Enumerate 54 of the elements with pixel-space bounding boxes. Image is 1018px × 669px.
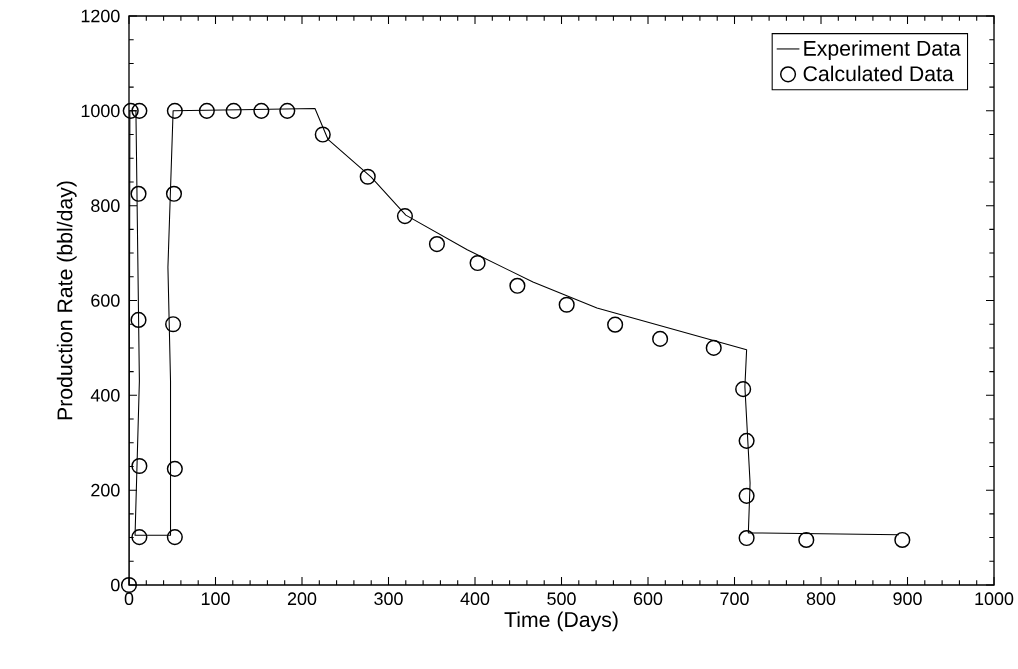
point	[122, 102, 139, 119]
x-tick-label: 600	[633, 592, 663, 606]
x-tick-label: 200	[287, 592, 317, 606]
y-tick-label: 600	[91, 294, 120, 307]
x-tick-label: 900	[893, 592, 922, 606]
x-tick-label: 700	[720, 592, 749, 606]
point	[120, 576, 138, 594]
point	[738, 432, 755, 449]
y-tick-label: 1000	[81, 104, 120, 118]
y-tick-label: 0	[111, 578, 120, 592]
point	[131, 102, 148, 119]
point	[509, 277, 526, 294]
point	[652, 330, 669, 347]
point	[225, 102, 242, 119]
x-tick-label: 1000	[975, 592, 1014, 606]
point	[279, 102, 296, 119]
x-tick-label: 500	[547, 592, 576, 606]
point	[131, 529, 148, 546]
point	[314, 126, 331, 143]
point	[607, 316, 624, 333]
point	[735, 381, 752, 398]
x-tick-label: 0	[124, 592, 134, 606]
point	[130, 185, 147, 202]
point	[396, 208, 413, 225]
y-tick-label: 800	[91, 199, 120, 212]
point	[166, 460, 183, 477]
point	[253, 102, 270, 119]
point	[894, 531, 911, 549]
point	[166, 102, 183, 119]
legend-label: Experiment Data	[804, 40, 961, 61]
point	[165, 316, 182, 333]
point	[469, 254, 486, 272]
point	[166, 529, 183, 546]
x-tick-label: 100	[201, 592, 230, 606]
y-tick-label: 200	[91, 483, 120, 497]
point	[738, 487, 755, 504]
point	[705, 339, 722, 356]
y-tick-label: 1200	[81, 9, 120, 23]
point	[130, 311, 147, 328]
point	[738, 529, 755, 547]
point	[131, 457, 148, 475]
point	[798, 531, 815, 549]
point	[428, 236, 446, 253]
x-tick-label: 800	[806, 592, 836, 606]
y-axis-title: Production Rate (bbl/day)	[56, 181, 77, 420]
legend-label: Calculated Data	[803, 65, 954, 82]
x-tick-label: 400	[460, 592, 490, 606]
point	[359, 168, 376, 185]
y-tick-label: 400	[90, 388, 120, 402]
x-tick-label: 300	[374, 592, 403, 606]
point	[558, 296, 575, 313]
point	[198, 102, 215, 119]
point	[165, 185, 183, 202]
x-axis-title: Time (Days)	[504, 611, 618, 632]
